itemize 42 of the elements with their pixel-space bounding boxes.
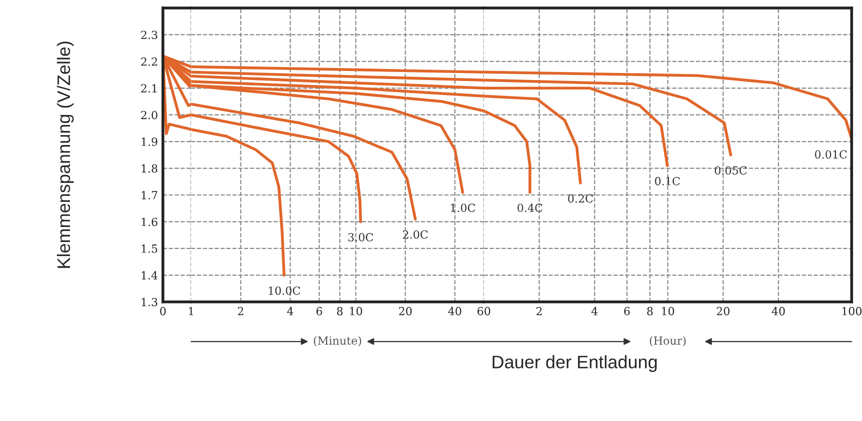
text: (Hour) [650,336,686,346]
series-label: 3.0C [348,233,374,242]
series-label: 0.05C [714,166,747,175]
x-axis-title: Dauer der Entladung [492,355,657,372]
y-tick-label: 1.3 [142,298,158,306]
y-tick-label: 2.3 [141,30,158,40]
y-tick-label: 1.7 [142,190,158,200]
y-tick-label: 1.6 [142,218,158,226]
x-tick-label: 4 [591,306,598,316]
text: (Minute) [314,336,362,346]
x-tick-label: 2 [238,306,244,316]
x-tick-label: 0 [160,306,166,316]
x-tick-label: 40 [772,306,785,316]
y-tick-label: 1.8 [142,164,158,173]
series-label: 0.1C [655,176,680,186]
x-tick-label: 6 [316,306,322,316]
series-label: 2.0C [402,230,428,239]
series-label: 0.4C [518,204,542,212]
y-axis-title: Klemmenspannung (V/Zelle) [56,42,74,268]
x-tick-label: 10 [350,306,362,316]
series-label: 1.0C [450,204,476,212]
x-tick-label: 40 [448,306,462,316]
x-tick-label: 6 [624,306,630,316]
x-tick-label: 60 [478,306,490,316]
y-tick-label: 2.0 [141,110,158,120]
x-tick-label: 20 [399,306,412,316]
x-tick-label: 100 [842,306,862,316]
x-tick-label: 4 [287,306,294,316]
x-tick-label: 8 [337,306,343,316]
series-label: 10.0C [268,286,300,295]
y-tick-label: 1.4 [142,271,158,280]
series-label: 0.01C [814,150,847,159]
x-tick-label: 8 [647,306,653,316]
x-tick-label: 20 [716,306,730,316]
x-tick-label: 2 [536,306,542,316]
x-tick-label: 1 [188,306,194,316]
series-label: 0.2C [568,194,593,203]
y-tick-label: 2.2 [141,57,157,66]
y-tick-label: 2.1 [141,84,156,93]
y-tick-label: 1.5 [142,244,158,253]
y-tick-label: 1.9 [142,138,158,146]
x-tick-label: 10 [662,306,674,316]
